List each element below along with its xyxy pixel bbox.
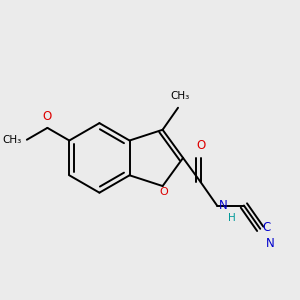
Text: CH₃: CH₃ [170,92,189,101]
Text: O: O [160,187,169,197]
Text: O: O [43,110,52,123]
Text: N: N [219,199,227,212]
Text: N: N [266,237,274,250]
Text: C: C [263,221,271,234]
Text: O: O [196,139,205,152]
Text: CH₃: CH₃ [3,135,22,145]
Text: H: H [228,213,236,224]
